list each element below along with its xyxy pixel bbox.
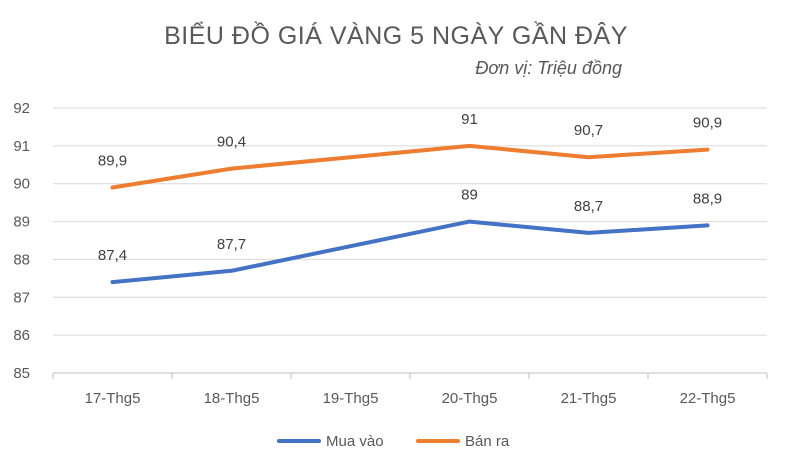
y-tick-label: 90 (13, 176, 30, 193)
x-axis-ticks: 17-Thg5 18-Thg5 19-Thg5 20-Thg5 21-Thg5 22-Th… (52, 373, 768, 407)
y-tick-label: 89 (13, 214, 30, 231)
series-line-0 (110, 219, 710, 285)
data-labels: 87,4 87,7 89 88,7 88,9 89,9 90,4 91 90,7 90,9 (98, 111, 722, 264)
x-tick-label: 21-Thg5 (561, 390, 617, 407)
data-label: 91 (461, 111, 478, 128)
x-tick-label: 20-Thg5 (442, 390, 498, 407)
y-tick-label: 87 (13, 289, 30, 306)
x-tick-label: 22-Thg5 (680, 390, 736, 407)
legend-label: Mua vào (326, 433, 384, 450)
x-tick-label: 19-Thg5 (323, 390, 379, 407)
chart-subtitle: Đơn vị: Triệu đồng (475, 58, 622, 78)
y-tick-label: 92 (13, 100, 30, 117)
data-label: 90,4 (217, 134, 246, 151)
legend-label: Bán ra (465, 433, 510, 450)
data-label: 90,9 (693, 115, 722, 132)
y-tick-label: 86 (13, 327, 30, 344)
y-tick-label: 88 (13, 251, 30, 268)
y-tick-label: 85 (13, 365, 30, 382)
legend: Mua vào Bán ra (277, 433, 510, 450)
series-line-1 (110, 143, 710, 190)
series-lines (110, 143, 710, 285)
x-tick-label: 18-Thg5 (204, 390, 260, 407)
data-label: 89,9 (98, 153, 127, 170)
data-label: 88,7 (574, 198, 603, 215)
x-tick-label: 17-Thg5 (85, 390, 141, 407)
data-label: 89 (461, 187, 478, 204)
data-label: 88,9 (693, 190, 722, 207)
y-axis-ticks: 85 86 87 88 89 90 91 92 (13, 100, 30, 382)
y-tick-label: 91 (13, 138, 30, 155)
data-label: 87,4 (98, 247, 127, 264)
data-label: 87,7 (217, 236, 246, 253)
data-label: 90,7 (574, 122, 603, 139)
gridlines (53, 107, 767, 374)
chart-title: BIỂU ĐỒ GIÁ VÀNG 5 NGÀY GẦN ĐÂY (164, 20, 628, 50)
